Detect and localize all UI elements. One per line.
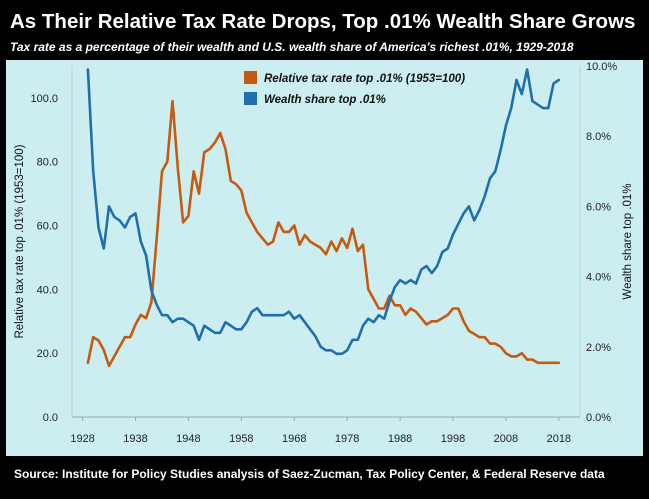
wealth-share-line [86, 68, 561, 356]
chart-footer: Source: Institute for Policy Studies ana… [6, 458, 643, 493]
x-tick-label: 2008 [494, 433, 518, 445]
y-axis-title-right: Wealth share top .01% [622, 183, 634, 299]
tax-rate-line [86, 99, 561, 368]
legend-label: Relative tax rate top .01% (1953=100) [264, 73, 465, 85]
x-tick-label: 1958 [229, 433, 253, 445]
y-tick-label-right: 10.0% [586, 61, 617, 73]
x-tick-label: 2018 [547, 433, 571, 445]
y-tick-label-right: 6.0% [586, 201, 611, 213]
chart-subtitle: Tax rate as a percentage of their wealth… [10, 40, 574, 54]
y-tick-label-left: 60.0 [37, 221, 58, 233]
y-tick-label-right: 2.0% [586, 342, 611, 354]
y-axis-title-left: Relative tax rate top .01% (1953=100) [14, 144, 26, 338]
y-tick-label-left: 0.0 [43, 412, 58, 424]
x-tick-label: 1938 [123, 433, 147, 445]
y-tick-label-right: 0.0% [586, 412, 611, 424]
chart-title: As Their Relative Tax Rate Drops, Top .0… [10, 10, 636, 33]
y-tick-label-left: 20.0 [37, 348, 58, 360]
x-tick-label: 1968 [282, 433, 306, 445]
legend-label: Wealth share top .01% [264, 94, 386, 106]
line-chart: 1928 1938 1948 1958 1968 1978 1988 1998 2008 2018… [14, 61, 634, 445]
x-tick-label: 1948 [176, 433, 200, 445]
x-tick-label: 1978 [335, 433, 359, 445]
x-tick-label: 1928 [70, 433, 94, 445]
legend-swatch [244, 71, 257, 84]
legend-swatch [244, 92, 257, 105]
chart-header: As Their Relative Tax Rate Drops, Top .0… [6, 6, 643, 58]
y-tick-label-left: 40.0 [37, 284, 58, 296]
y-tick-label-right: 4.0% [586, 272, 611, 284]
plot-panel: 1928 1938 1948 1958 1968 1978 1988 1998 2008 2018… [6, 60, 643, 456]
source-note: Source: Institute for Policy Studies ana… [14, 467, 605, 481]
y-tick-label-left: 100.0 [30, 93, 58, 105]
x-tick-label: 1998 [441, 433, 465, 445]
x-tick-label: 1988 [388, 433, 412, 445]
y-tick-label-right: 8.0% [586, 131, 611, 143]
y-tick-label-left: 80.0 [37, 157, 58, 169]
